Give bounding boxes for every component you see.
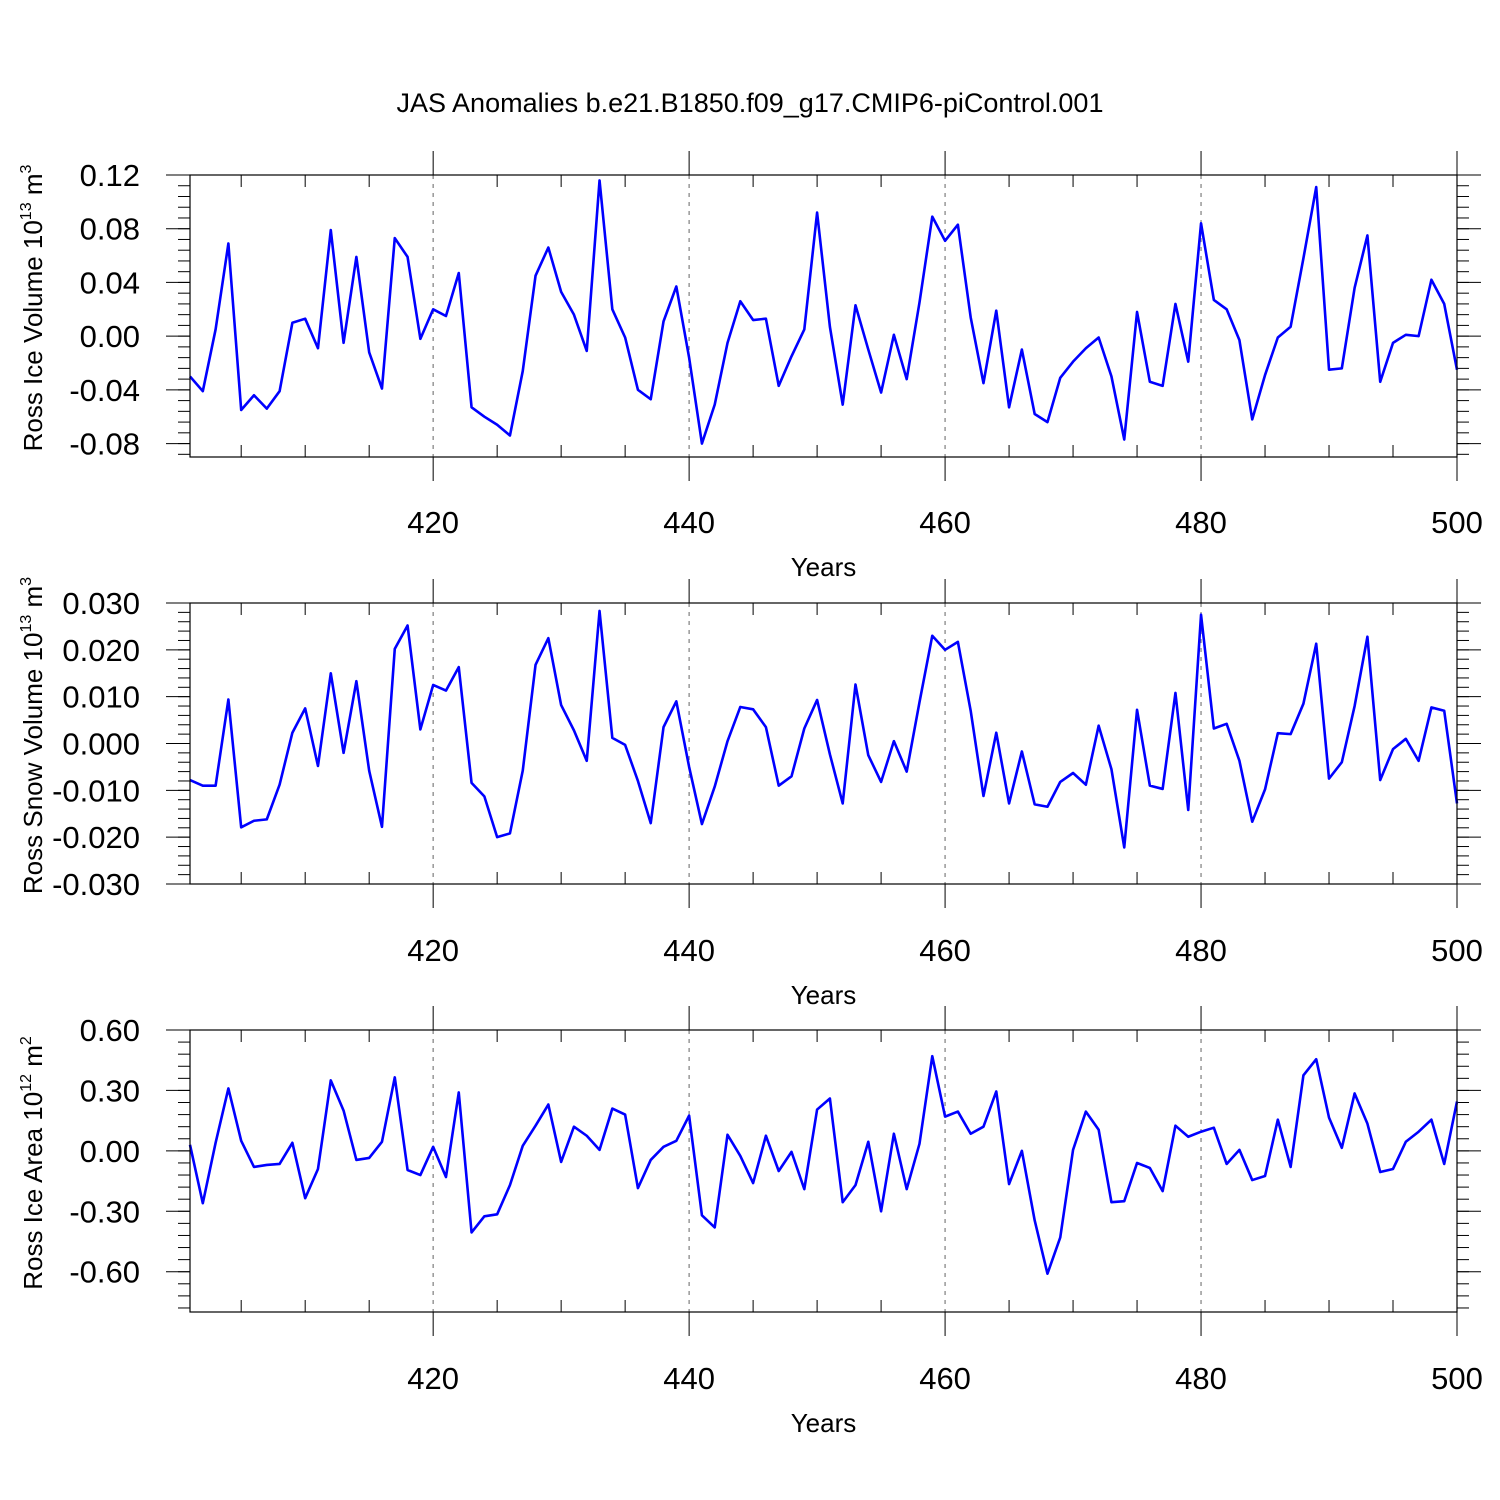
snow-volume-ytick-label: -0.030: [52, 867, 140, 902]
ice-area-ytick-label: 0.30: [80, 1073, 140, 1108]
snow-volume-ytick-label: -0.020: [52, 820, 140, 855]
snow-volume-x-axis-label: Years: [791, 980, 857, 1010]
ice-volume-ytick-label: 0.04: [80, 265, 140, 300]
ice-volume-xtick-label: 500: [1431, 505, 1483, 540]
ice-volume-xtick-label: 420: [407, 505, 459, 540]
ice-area-series-line: [188, 1054, 1459, 1276]
ice-volume-ytick-label: -0.04: [69, 373, 140, 408]
ice-volume-ytick-label: 0.12: [80, 158, 140, 193]
ice-area-xtick-label: 480: [1175, 1361, 1227, 1396]
ice-area-ytick-label: -0.60: [69, 1255, 140, 1290]
snow-volume-ytick-label: 0.030: [62, 586, 140, 621]
snow-volume-xtick-label: 420: [407, 933, 459, 968]
snow-volume-xtick-label: 440: [663, 933, 715, 968]
snow-volume-series-line: [189, 609, 1459, 849]
ice-area-plot-frame: [189, 1029, 1458, 1313]
snow-volume-plot-frame: [189, 602, 1458, 885]
ice-volume-xtick-label: 460: [919, 505, 971, 540]
ice-area-xtick-label: 500: [1431, 1361, 1483, 1396]
ice-area-xtick-label: 460: [919, 1361, 971, 1396]
snow-volume-xtick-label: 480: [1175, 933, 1227, 968]
ice-area-panel: -0.60 -0.30 0.00 0.30 0.60 420 440 460 480 500 Yea…: [18, 1006, 1483, 1438]
ice-volume-xtick-label: 480: [1175, 505, 1227, 540]
ice-volume-y-axis-label: Ross Ice Volume 1013 m3: [18, 164, 48, 451]
ice-volume-xtick-label: 440: [663, 505, 715, 540]
ice-volume-ytick-label: 0.00: [80, 319, 140, 354]
snow-volume-ytick-label: 0.000: [62, 727, 140, 762]
ice-volume-ytick-label: -0.08: [69, 427, 140, 462]
ice-area-x-axis-label: Years: [791, 1408, 857, 1438]
snow-volume-xtick-label: 460: [919, 933, 971, 968]
ice-volume-ytick-label: 0.08: [80, 212, 140, 247]
ice-area-xtick-label: 440: [663, 1361, 715, 1396]
ice-area-xtick-label: 420: [407, 1361, 459, 1396]
ice-volume-x-axis-label: Years: [791, 552, 857, 582]
snow-volume-ytick-label: 0.020: [62, 633, 140, 668]
figure-title: JAS Anomalies b.e21.B1850.f09_g17.CMIP6-…: [397, 88, 1104, 118]
snow-volume-xtick-label: 500: [1431, 933, 1483, 968]
snow-volume-y-axis-label: Ross Snow Volume 1013 m3: [18, 577, 48, 894]
ice-volume-plot-frame: [189, 174, 1458, 458]
ice-area-ytick-label: 0.60: [80, 1013, 140, 1048]
ice-area-y-axis-label: Ross Ice Area 1012 m2: [18, 1036, 48, 1290]
ice-volume-panel: -0.08 -0.04 0.00 0.04 0.08 0.12 420 440 460 480 50…: [18, 151, 1483, 582]
snow-volume-ytick-label: -0.010: [52, 773, 140, 808]
ice-area-ytick-label: 0.00: [80, 1134, 140, 1169]
snow-volume-panel: -0.030 -0.020 -0.010 0.000 0.010 0.020 0.030 42…: [18, 577, 1483, 1010]
ice-volume-series-line: [189, 179, 1459, 445]
ice-area-ytick-label: -0.30: [69, 1194, 140, 1229]
snow-volume-ytick-label: 0.010: [62, 680, 140, 715]
